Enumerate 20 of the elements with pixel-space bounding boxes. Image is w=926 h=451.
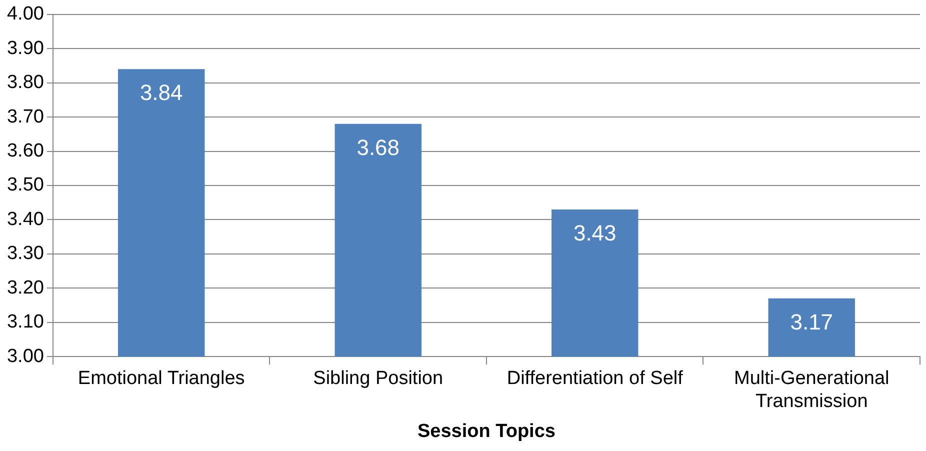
data-label: 3.43 [573,220,616,246]
y-tick-label: 3.70 [6,106,44,128]
y-tick-label: 3.80 [6,72,44,94]
x-tick-label: Emotional Triangles [78,368,245,390]
y-tick-label: 3.50 [6,174,44,196]
x-tick-label: Differentiation of Self [506,368,684,390]
y-tick-label: 3.30 [6,243,44,264]
y-tick-label: 4.00 [6,4,44,25]
x-tick-label: Multi-Generational Transmission [734,368,890,412]
y-tick-label: 3.90 [6,38,44,59]
y-tick-label: 3.20 [6,277,44,298]
y-tick-label: 3.40 [6,208,44,230]
data-label: 3.68 [356,134,400,160]
data-label: 3.17 [790,309,834,334]
y-tick-label: 3.00 [6,346,44,367]
x-tick-label: Sibling Position [313,368,444,390]
x-axis-title: Session Topics [418,420,556,442]
data-label: 3.84 [140,80,183,106]
y-tick-label: 3.60 [6,140,44,162]
y-tick-label: 3.10 [6,312,44,333]
